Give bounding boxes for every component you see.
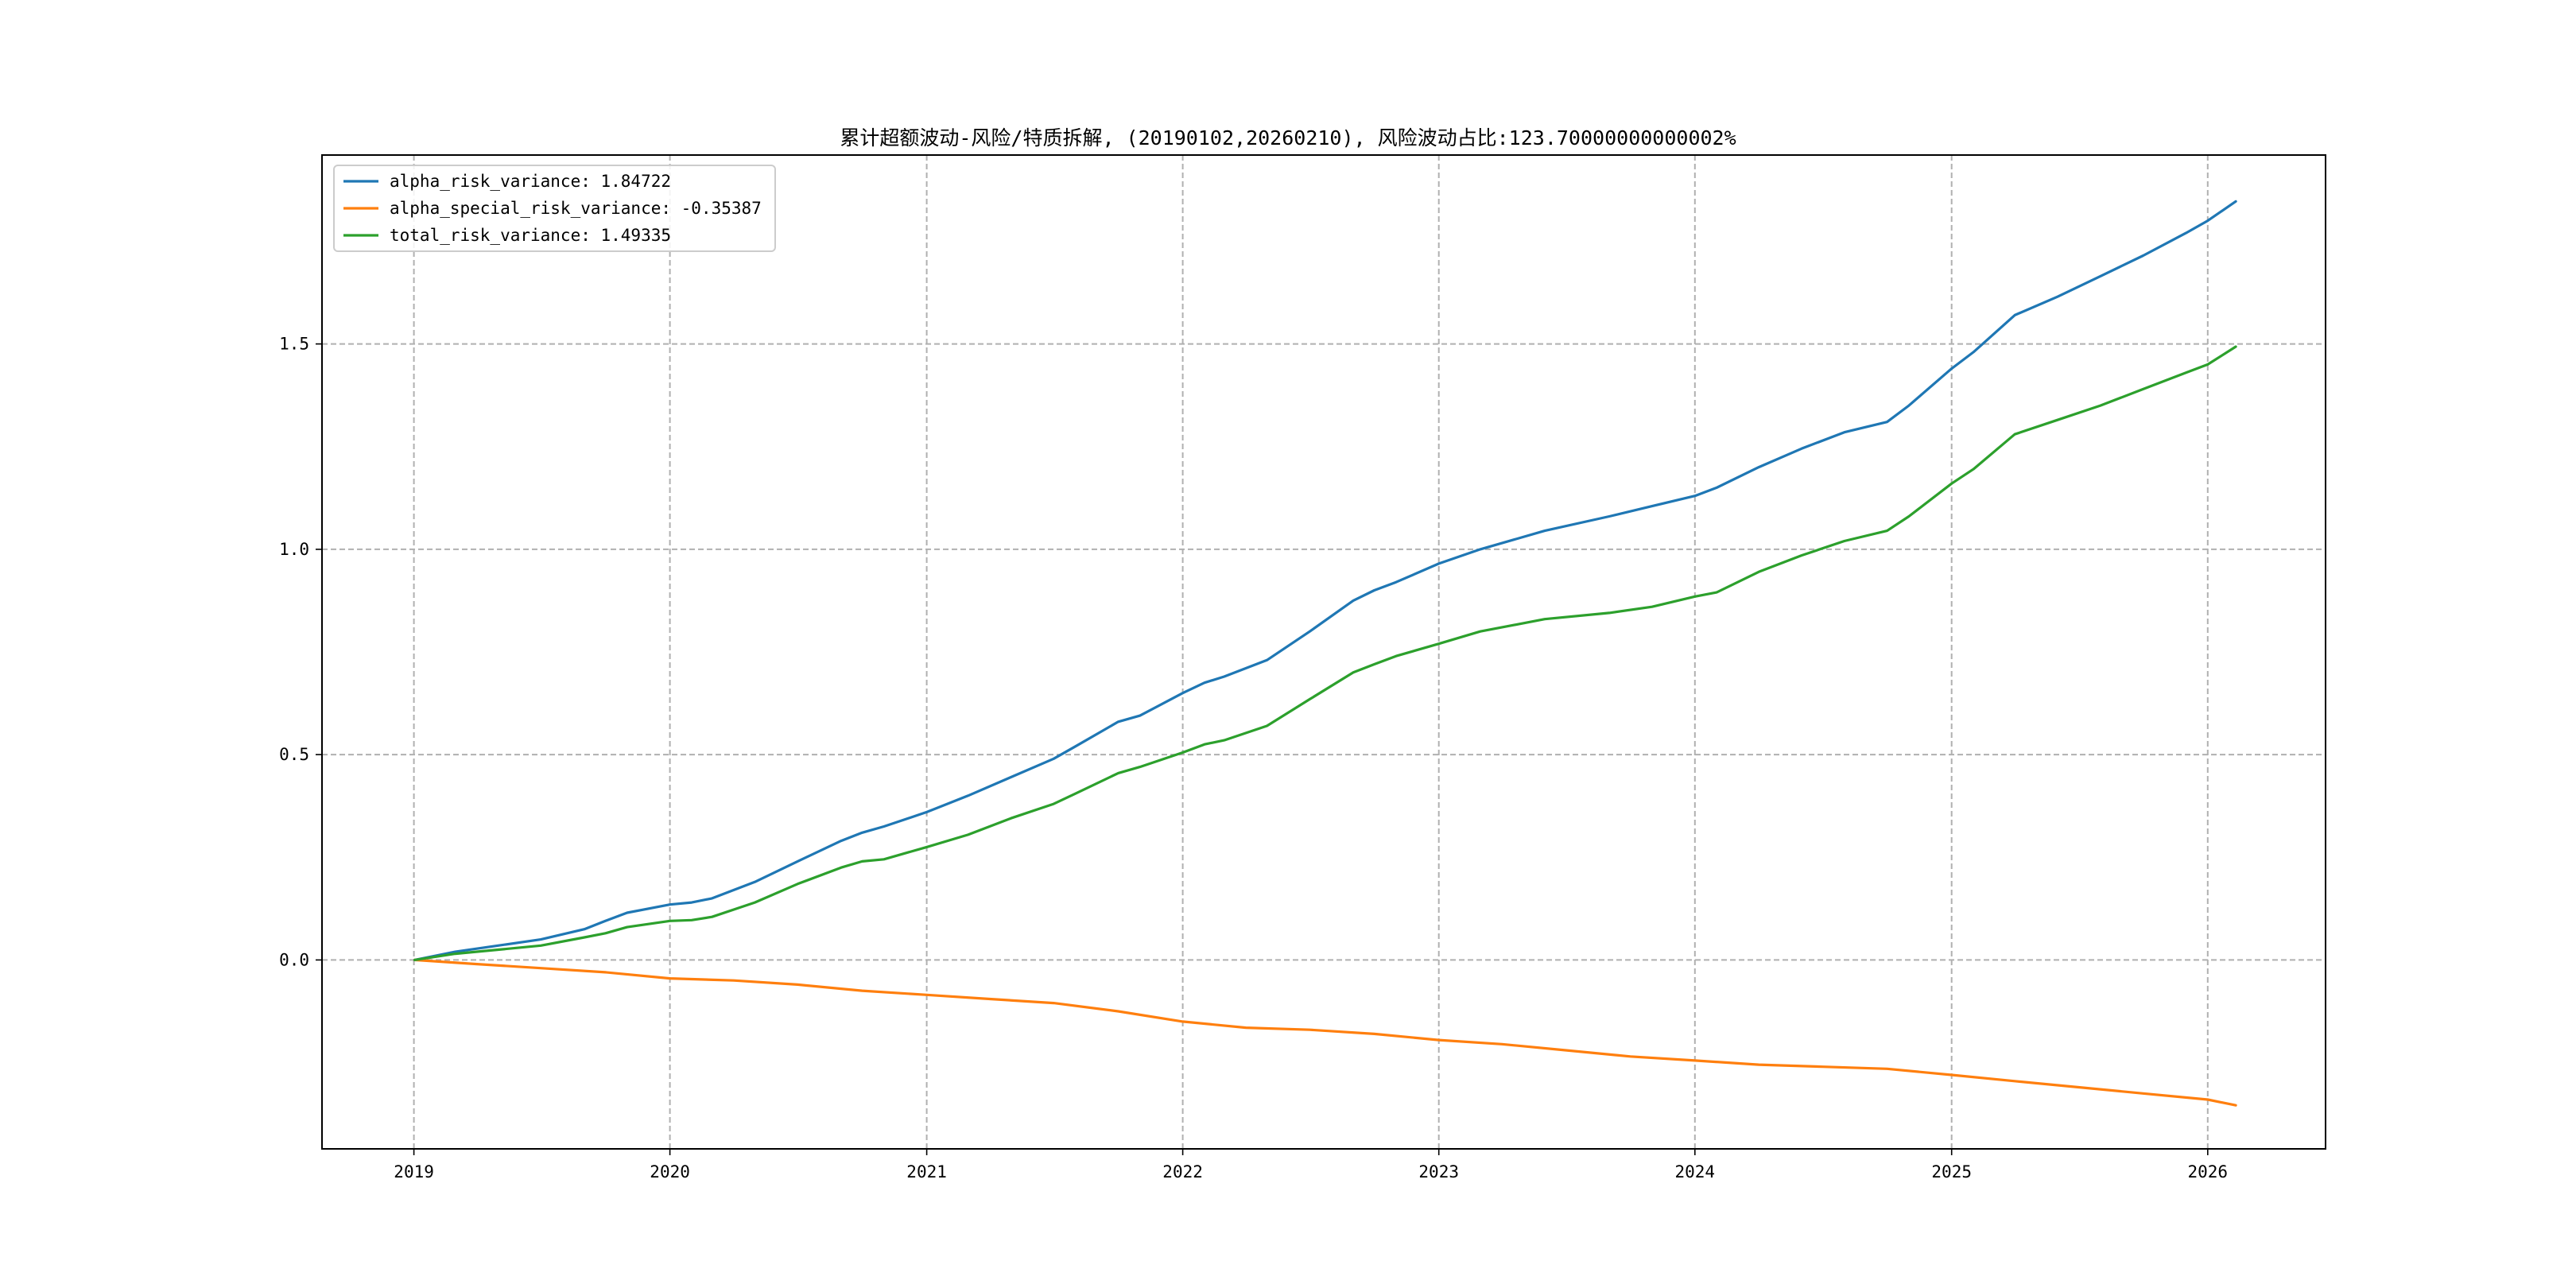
legend: alpha_risk_variance: 1.84722 alpha_specia… [333,165,776,252]
y-axis: 0.0 0.5 1.0 1.5 [279,335,322,969]
series-lines [413,200,2237,1107]
x-axis: 2019 2020 2021 2022 2023 2024 2025 2026 [394,1149,2228,1181]
x-tick-label: 2020 [650,1162,690,1181]
legend-label: alpha_risk_variance: 1.84722 [390,172,671,191]
series-line [413,200,2237,961]
x-tick-label: 2022 [1162,1162,1203,1181]
plot-area [322,155,2326,1149]
grid-lines [322,155,2326,1149]
legend-label: total_risk_variance: 1.49335 [390,226,671,245]
series-line [413,345,2237,961]
y-tick-label: 0.5 [279,745,309,764]
y-tick-label: 1.5 [279,335,309,354]
x-tick-label: 2019 [394,1162,434,1181]
series-line [413,958,2237,1107]
x-tick-label: 2024 [1675,1162,1716,1181]
x-tick-label: 2025 [1931,1162,1972,1181]
y-tick-label: 0.0 [279,950,309,969]
x-tick-label: 2021 [906,1162,947,1181]
chart-title: 累计超额波动-风险/特质拆解, (20190102,20260210), 风险波… [840,126,1736,149]
legend-label: alpha_special_risk_variance: -0.35387 [390,199,762,218]
x-tick-label: 2023 [1418,1162,1459,1181]
legend-box [333,165,776,252]
axes-frame [321,154,2326,1150]
x-tick-label: 2026 [2188,1162,2229,1181]
y-tick-label: 1.0 [279,540,309,559]
